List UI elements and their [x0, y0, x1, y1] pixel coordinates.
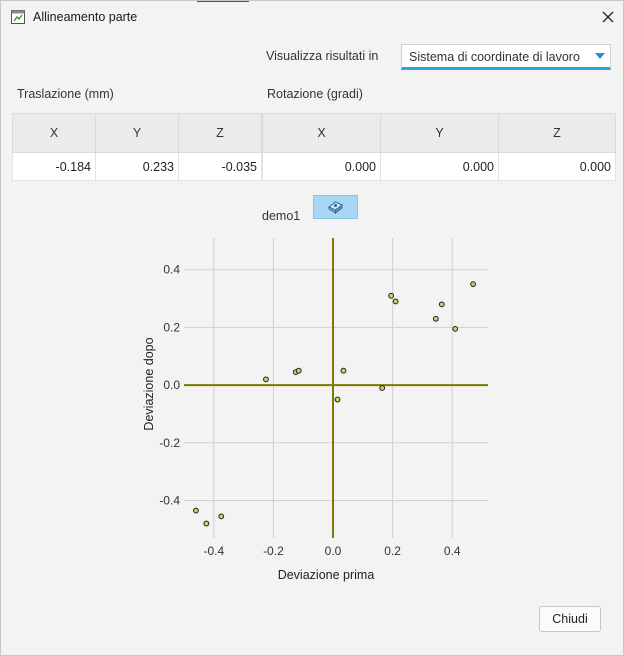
x-tick-label: -0.2: [263, 544, 284, 558]
chevron-down-icon: [595, 53, 605, 59]
y-tick-label: -0.2: [159, 436, 180, 450]
data-point: [218, 513, 225, 520]
data-point: [379, 385, 386, 391]
rotation-value-x: 0.000: [262, 152, 381, 181]
translation-label: Traslazione (mm): [17, 87, 114, 101]
data-point: [193, 507, 199, 514]
data-point: [392, 298, 399, 305]
deviation-scatter-chart: -0.4 -0.2 0.0 0.2 0.4 0.4 0.2 0.0 -0.2 -0.4 Deviaz…: [142, 238, 488, 582]
translation-value-x: -0.184: [12, 152, 96, 181]
close-button[interactable]: [593, 1, 623, 33]
x-tick-label: 0.4: [444, 544, 461, 558]
close-icon: [602, 11, 614, 23]
close-dialog-button[interactable]: Chiudi: [539, 606, 601, 632]
data-point: [432, 315, 439, 322]
data-point: [438, 301, 445, 308]
data-point: [295, 367, 302, 374]
y-axis-title: Deviazione dopo: [142, 337, 156, 430]
rotation-value-z: 0.000: [498, 152, 616, 181]
translation-value-z: -0.035: [178, 152, 262, 181]
rotation-table: X Y Z 0.000 0.000 0.000: [262, 113, 616, 181]
y-tick-label: -0.4: [159, 494, 180, 508]
rotation-label: Rotazione (gradi): [267, 87, 363, 101]
translation-table: X Y Z -0.184 0.233 -0.035: [12, 113, 262, 181]
coordinate-system-value: Sistema di coordinate di lavoro: [409, 50, 580, 64]
window-title: Allineamento parte: [33, 10, 138, 24]
y-tick-label: 0.0: [163, 378, 180, 392]
top-edge-accent: [197, 1, 249, 2]
x-tick-label: -0.4: [203, 544, 224, 558]
rotation-value-y: 0.000: [380, 152, 499, 181]
translation-header-x: X: [12, 113, 96, 153]
title-bar: Allineamento parte: [1, 1, 623, 33]
app-icon: [11, 10, 25, 24]
data-point: [203, 520, 210, 527]
rotation-header-y: Y: [380, 113, 499, 153]
data-point: [340, 367, 347, 374]
coordinate-system-select[interactable]: Sistema di coordinate di lavoro: [401, 44, 611, 70]
y-tick-label: 0.2: [163, 320, 180, 334]
data-point: [263, 376, 269, 383]
rotation-header-z: Z: [498, 113, 616, 153]
part-view-icon: [328, 201, 343, 215]
part-name-label: demo1: [262, 209, 301, 223]
translation-header-z: Z: [178, 113, 262, 153]
translation-header-y: Y: [95, 113, 179, 153]
translation-value-y: 0.233: [95, 152, 179, 181]
data-point: [470, 281, 476, 288]
part-view-button[interactable]: [313, 195, 358, 219]
rotation-header-x: X: [262, 113, 381, 153]
x-tick-label: 0.2: [384, 544, 401, 558]
view-results-label: Visualizza risultati in: [266, 49, 379, 63]
y-tick-label: 0.4: [163, 263, 180, 277]
data-point: [452, 325, 459, 332]
data-point: [334, 396, 341, 403]
x-tick-label: 0.0: [325, 544, 342, 558]
x-axis-title: Deviazione prima: [278, 568, 375, 582]
data-point: [388, 292, 395, 299]
